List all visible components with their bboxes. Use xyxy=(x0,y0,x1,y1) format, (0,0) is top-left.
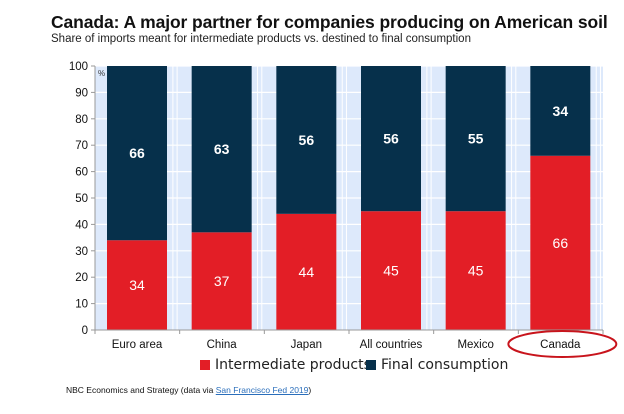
y-unit-label: % xyxy=(98,69,105,78)
legend-swatch-intermediate xyxy=(200,360,210,370)
source-prefix: NBC Economics and Strategy (data via xyxy=(66,385,216,395)
y-tick-label: 100 xyxy=(69,61,88,73)
x-category-label: All countries xyxy=(360,339,423,351)
source-link[interactable]: San Francisco Fed 2019 xyxy=(215,385,309,395)
bar-final xyxy=(191,66,252,233)
chart-title: Canada: A major partner for companies pr… xyxy=(51,12,608,32)
y-tick-label: 50 xyxy=(75,193,88,205)
bar-intermediate xyxy=(107,240,167,330)
y-tick-label: 0 xyxy=(82,325,88,337)
legend-item-intermediate: Intermediate products xyxy=(200,357,371,373)
y-tick-label: 80 xyxy=(75,114,88,126)
bar-intermediate xyxy=(445,211,506,330)
data-label-final: 63 xyxy=(214,141,230,157)
data-label-final: 56 xyxy=(299,132,315,148)
y-tick-label: 40 xyxy=(75,219,88,231)
bar-final xyxy=(445,66,506,212)
x-category-label: Euro area xyxy=(112,339,163,351)
y-tick-label: 30 xyxy=(75,246,88,258)
data-label-intermediate: 37 xyxy=(214,273,230,289)
data-label-final: 56 xyxy=(383,131,399,147)
canada-highlight-circle xyxy=(507,330,618,358)
bar-final xyxy=(361,66,421,212)
legend-label-final: Final consumption xyxy=(381,357,509,373)
stacked-bar-chart: 0 10 20 30 40 50 60 70 80 90 100 34 66 Euro area 37 63 C… xyxy=(69,61,618,358)
axes xyxy=(91,65,604,334)
legend-label-intermediate: Intermediate products xyxy=(215,357,371,373)
y-tick-label: 60 xyxy=(75,167,88,179)
bar-final xyxy=(107,66,167,241)
bar-final xyxy=(530,66,591,156)
gridlines xyxy=(95,65,603,330)
x-category-label: Mexico xyxy=(457,339,493,351)
data-label-final: 55 xyxy=(468,131,484,147)
source-suffix: ) xyxy=(308,385,312,395)
data-label-intermediate: 34 xyxy=(129,277,145,293)
x-category-label: Japan xyxy=(291,339,322,351)
legend-item-final: Final consumption xyxy=(366,357,508,373)
bar-final xyxy=(276,66,337,214)
source-note: NBC Economics and Strategy (data via San… xyxy=(66,385,311,395)
data-label-final: 66 xyxy=(129,145,145,161)
data-label-final: 34 xyxy=(553,103,569,119)
data-label-intermediate: 44 xyxy=(299,264,315,280)
x-category-label: Canada xyxy=(540,339,581,351)
y-tick-label: 70 xyxy=(75,140,88,152)
bar-intermediate xyxy=(276,213,337,330)
x-category-label: China xyxy=(207,339,238,351)
y-tick-label: 20 xyxy=(75,272,88,284)
data-label-intermediate: 45 xyxy=(468,263,484,279)
data-label-intermediate: 66 xyxy=(553,235,569,251)
bars xyxy=(107,66,591,330)
y-tick-label: 90 xyxy=(75,87,88,99)
bar-intermediate xyxy=(191,232,252,330)
y-tick-label: 10 xyxy=(75,299,88,311)
data-label-intermediate: 45 xyxy=(383,263,399,279)
chart-subtitle: Share of imports meant for intermediate … xyxy=(51,33,471,45)
bar-intermediate xyxy=(361,211,421,330)
legend-swatch-final xyxy=(366,360,376,370)
bar-intermediate xyxy=(530,155,591,330)
labels: 0 10 20 30 40 50 60 70 80 90 100 34 66 Euro area 37 63 C… xyxy=(69,61,581,351)
